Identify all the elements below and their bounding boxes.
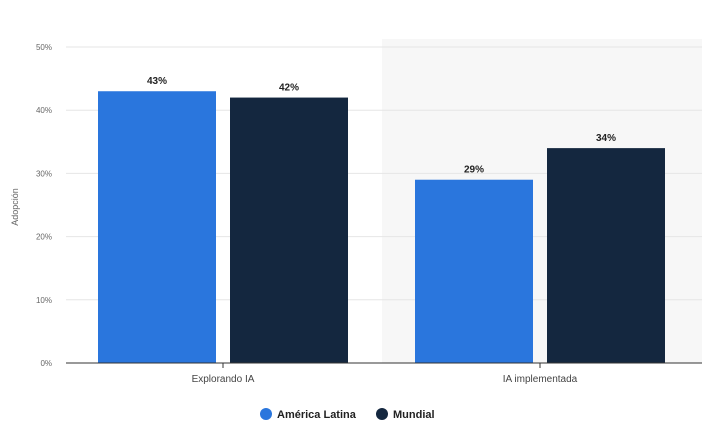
y-tick-label: 10% [36,296,52,305]
y-tick-label: 40% [36,106,52,115]
bar [415,179,533,363]
y-tick-label: 20% [36,233,52,242]
data-label: 43% [147,76,167,87]
legend-marker [376,408,388,420]
legend-label: América Latina [277,409,357,421]
legend-label: Mundial [393,409,435,421]
bar [547,148,665,363]
data-label: 29% [464,165,484,176]
bar [98,91,216,364]
y-axis-label: Adopción [10,188,20,226]
y-axis-ticks: 0% 10% 20% 30% 40% 50% [36,43,52,368]
bar [230,97,348,363]
x-axis: Explorando IA IA implementada [66,362,702,385]
y-tick-label: 50% [36,43,52,52]
y-tick-label: 30% [36,169,52,178]
x-tick-label: IA implementada [503,374,578,385]
y-tick-label: 0% [40,359,52,368]
bars: 43% 42% 29% 34% [98,76,665,364]
data-label: 42% [279,83,299,94]
x-tick-label: Explorando IA [192,374,255,385]
legend-marker [260,408,272,420]
legend: América Latina Mundial [260,408,435,421]
data-label: 34% [596,133,616,144]
